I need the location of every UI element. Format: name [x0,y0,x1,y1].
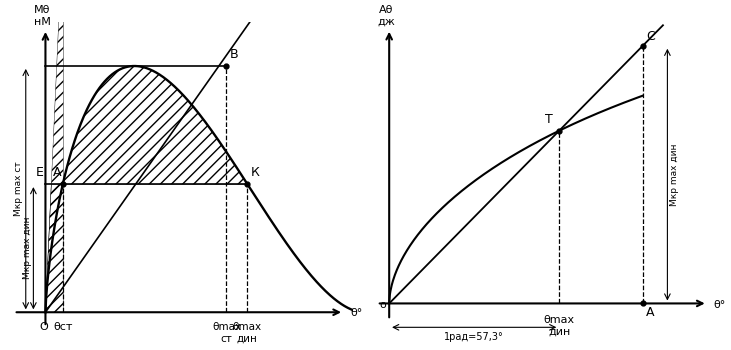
Text: В: В [230,48,238,61]
Text: 1рад=57,3°: 1рад=57,3° [444,332,504,342]
Text: С: С [645,30,654,43]
Text: θ°: θ° [350,308,363,319]
Text: θст: θст [53,322,73,332]
Text: θmax
дин: θmax дин [544,315,575,337]
Text: Мкр max дин: Мкр max дин [23,217,31,279]
Text: Т: Т [545,113,553,126]
Text: Мθ
нМ: Мθ нМ [34,5,50,27]
Text: А: А [645,306,654,319]
Text: Е: Е [36,166,44,179]
Text: Аθ
дж: Аθ дж [377,5,395,27]
Text: О: О [39,322,48,332]
Text: θmax
ст: θmax ст [212,322,241,344]
Text: о: о [379,300,386,310]
Text: θ°: θ° [713,300,726,310]
Text: Мкр max ст: Мкр max ст [14,162,23,217]
Text: А: А [53,166,61,179]
Text: θmax
дин: θmax дин [232,322,262,344]
Text: Мкр max дин: Мкр max дин [670,144,680,206]
Text: К: К [250,166,260,179]
